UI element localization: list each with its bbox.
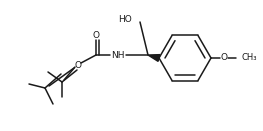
Text: O: O [220,53,227,62]
Text: O: O [74,61,82,70]
Text: NH: NH [111,50,125,59]
Polygon shape [148,55,160,61]
Text: O: O [93,31,99,40]
Text: CH₃: CH₃ [241,53,256,62]
Text: HO: HO [118,15,132,24]
